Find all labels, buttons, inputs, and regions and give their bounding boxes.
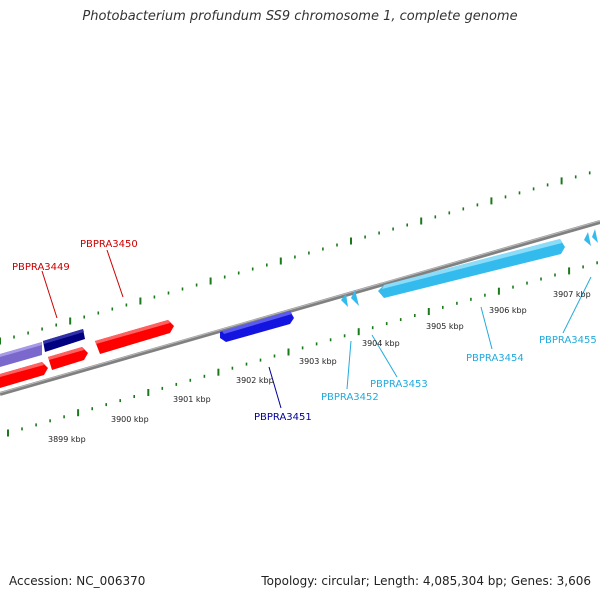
- map-title: Photobacterium profundum SS9 chromosome …: [82, 9, 518, 24]
- scale-label: 3904 kbp: [362, 339, 400, 348]
- gene-label-PBPRA3453: PBPRA3453: [370, 379, 428, 390]
- gene-PBPRA3450[interactable]: [95, 320, 174, 354]
- backbone-highlight: [0, 220, 600, 394]
- gene-lavender[interactable]: [0, 342, 42, 367]
- genome-backbone: [0, 220, 600, 396]
- lower-tick-row: [7, 261, 598, 437]
- scale-label: 3907 kbp: [553, 290, 591, 299]
- gene-PBPRA3454[interactable]: [378, 239, 565, 298]
- gene-label-PBPRA3451: PBPRA3451: [254, 412, 312, 423]
- leader-line-PBPRA3449: [41, 270, 58, 319]
- gene-label-PBPRA3450: PBPRA3450: [80, 239, 138, 250]
- scale-label: 3900 kbp: [111, 415, 149, 424]
- leader-line-PBPRA3455: [562, 276, 592, 334]
- gene-PBPRA3449[interactable]: [43, 329, 85, 352]
- scale-label: 3899 kbp: [48, 435, 86, 444]
- scale-label: 3903 kbp: [299, 357, 337, 366]
- gene-label-PBPRA3452: PBPRA3452: [321, 392, 379, 403]
- gene-PBPRA3455-b[interactable]: [592, 229, 598, 243]
- gene-label-PBPRA3449: PBPRA3449: [12, 262, 70, 273]
- leader-line-PBPRA3452: [346, 340, 352, 390]
- gene-PBPRA3453[interactable]: [351, 290, 359, 306]
- gene-PBPRA3455-a[interactable]: [584, 232, 591, 246]
- gene-label-PBPRA3455: PBPRA3455: [539, 335, 597, 346]
- gene-PBPRA3452[interactable]: [341, 294, 348, 307]
- leader-line-PBPRA3453: [371, 334, 398, 378]
- scale-label: 3906 kbp: [489, 306, 527, 315]
- upper-tick-row: [0, 171, 591, 345]
- scale-label: 3905 kbp: [426, 322, 464, 331]
- scale-label: 3901 kbp: [173, 395, 211, 404]
- scale-label: 3902 kbp: [236, 376, 274, 385]
- gene-label-PBPRA3454: PBPRA3454: [466, 353, 524, 364]
- gene-red-lower-1[interactable]: [0, 362, 48, 388]
- leader-line-PBPRA3450: [106, 249, 124, 298]
- leader-line-PBPRA3454: [480, 306, 493, 350]
- accession-label: Accession: NC_006370: [9, 574, 146, 588]
- gene-red-lower-2[interactable]: [48, 347, 88, 370]
- leader-line-PBPRA3451: [268, 366, 282, 409]
- genome-summary: Topology: circular; Length: 4,085,304 bp…: [261, 574, 591, 588]
- gene-PBPRA3451[interactable]: [220, 311, 294, 342]
